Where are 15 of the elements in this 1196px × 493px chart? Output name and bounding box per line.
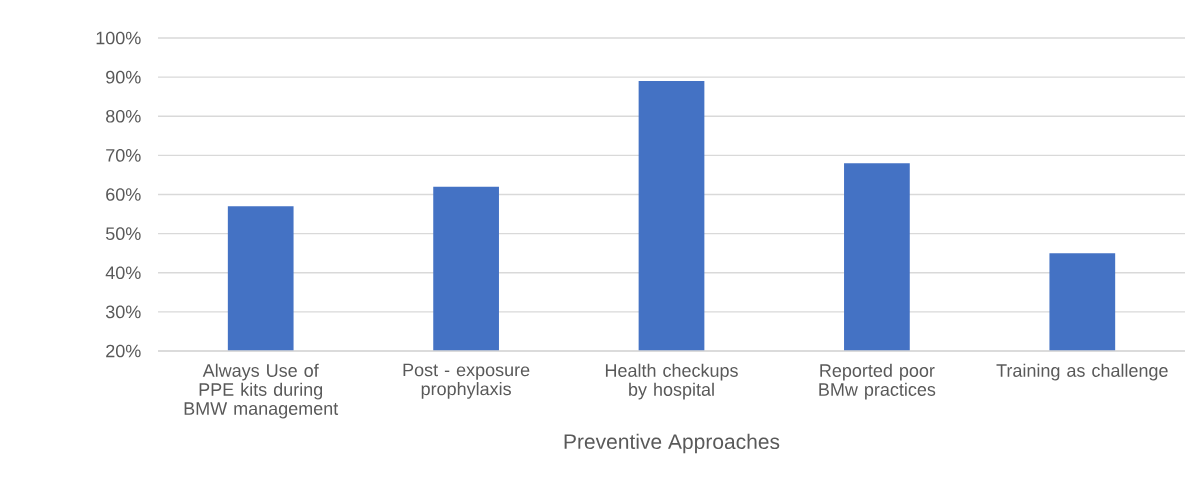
y-tick-label: 50% xyxy=(105,227,141,240)
y-tick-label: 90% xyxy=(106,70,141,84)
y-tick-label: 70% xyxy=(106,149,141,162)
y-tick-label: 30% xyxy=(105,305,141,319)
y-tick-label: 60% xyxy=(106,188,141,201)
x-tick-label: Training as challenge xyxy=(996,363,1168,381)
x-tick-label: Reported poor BMw practices xyxy=(819,363,936,400)
x-tick-label: Health checkups by hospital xyxy=(605,363,738,400)
x-axis-title: Preventive Approaches xyxy=(564,433,780,454)
y-tick-label: 80% xyxy=(106,109,141,123)
x-tick-label: Post - exposure prophylaxis xyxy=(403,363,530,399)
y-tick-label: 40% xyxy=(105,266,141,280)
y-tick-label: 100% xyxy=(96,31,141,45)
y-tick-label: 20% xyxy=(106,344,141,358)
x-tick-label: Always Use of PPE kits during BMW management xyxy=(184,363,339,419)
